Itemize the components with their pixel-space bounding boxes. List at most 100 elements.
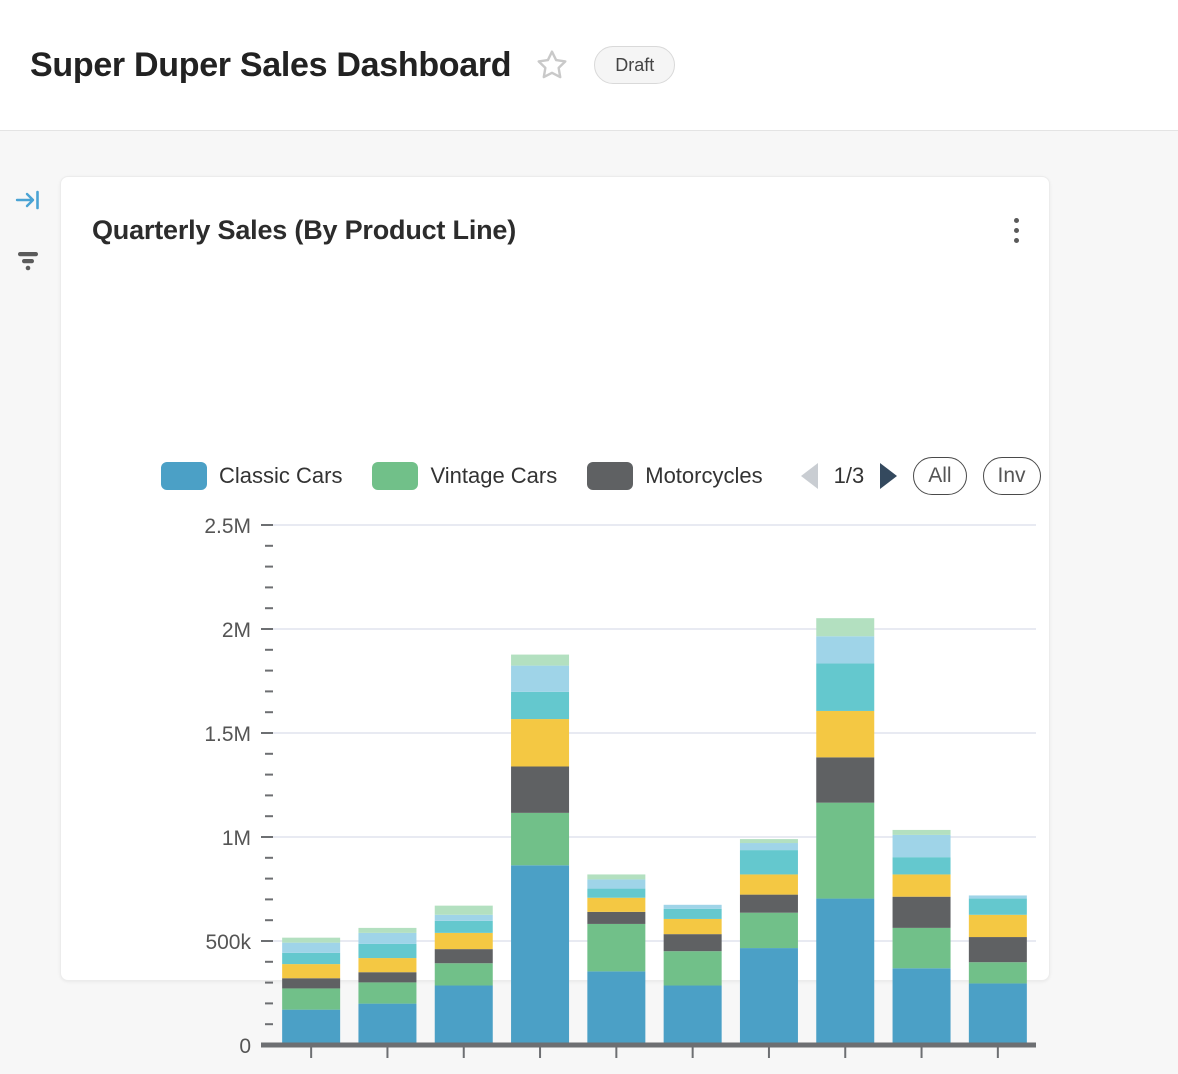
x-axis-label: Oct [829, 1072, 862, 1074]
bar-segment[interactable] [434, 949, 493, 964]
bar-segment[interactable] [434, 985, 493, 1045]
bar-segment[interactable] [816, 802, 875, 899]
left-rail [0, 131, 56, 1074]
legend-item-motorcycles[interactable]: Motorcycles [587, 462, 763, 490]
bar-segment[interactable] [511, 719, 570, 767]
card-title: Quarterly Sales (By Product Line) [92, 214, 517, 245]
bar-segment[interactable] [663, 908, 722, 919]
bar-segment[interactable] [282, 952, 341, 965]
bar-segment[interactable] [816, 757, 875, 803]
bar-segment[interactable] [358, 958, 417, 973]
x-axis-label: Apr [371, 1072, 404, 1074]
bar-segment[interactable] [434, 920, 493, 933]
bar-segment[interactable] [511, 691, 570, 720]
bar-segment[interactable] [282, 988, 341, 1010]
bar-segment[interactable] [739, 912, 798, 949]
bar-segment[interactable] [816, 898, 875, 1045]
bar-segment[interactable] [968, 898, 1027, 915]
bar-segment[interactable] [511, 812, 570, 866]
bar-segment[interactable] [816, 618, 875, 637]
bar-segment[interactable] [358, 1003, 417, 1045]
x-axis-label: Jul [450, 1072, 477, 1074]
bar-segment[interactable] [587, 923, 646, 972]
bar-segment[interactable] [968, 962, 1027, 984]
bar-segment[interactable] [282, 978, 341, 989]
bar-segment[interactable] [816, 636, 875, 664]
card-header: Quarterly Sales (By Product Line) [92, 210, 1029, 250]
bar-segment[interactable] [511, 766, 570, 813]
bar-segment[interactable] [892, 857, 951, 875]
bar-segment[interactable] [892, 834, 951, 858]
bar-segment[interactable] [282, 1009, 341, 1045]
bar-segment[interactable] [663, 918, 722, 935]
bar-segment[interactable] [434, 932, 493, 950]
bar-segment[interactable] [663, 985, 722, 1045]
legend-item-vintage-cars[interactable]: Vintage Cars [372, 462, 557, 490]
bar-segment[interactable] [434, 905, 493, 915]
bar-segment[interactable] [511, 865, 570, 1045]
bar-segment[interactable] [892, 874, 951, 897]
bar-segment[interactable] [892, 968, 951, 1045]
bar-segment[interactable] [663, 934, 722, 952]
bar-segment[interactable] [968, 937, 1027, 963]
y-axis-label: 2M [222, 619, 251, 642]
stacked-bar-chart[interactable]: 0 500k 1M 1.5M 2M 2.5M 2003 Apr Jul Oct 2004 Apr Ju… [61, 507, 1051, 1074]
bar-segment[interactable] [282, 942, 341, 953]
bar-segment[interactable] [968, 914, 1027, 938]
bar-segment[interactable] [739, 839, 798, 844]
filter-funnel-icon[interactable] [12, 245, 44, 275]
y-axis-label: 1M [222, 827, 251, 850]
legend-all-button[interactable]: All [913, 457, 967, 495]
kebab-menu-icon[interactable] [1004, 214, 1029, 247]
arrow-to-line-right-icon[interactable] [12, 185, 44, 215]
bar-segment[interactable] [587, 888, 646, 898]
bar-segment[interactable] [739, 850, 798, 875]
bar-segment[interactable] [587, 911, 646, 924]
bar-segment[interactable] [892, 829, 951, 835]
bar-segment[interactable] [663, 951, 722, 986]
x-axis-label: Oct [524, 1072, 557, 1074]
bar-segment[interactable] [358, 927, 417, 933]
legend-swatch-vintage-cars [372, 462, 419, 490]
legend-swatch-classic-cars [161, 462, 207, 490]
triangle-left-icon[interactable] [800, 463, 818, 489]
bar-segment[interactable] [816, 710, 875, 758]
bar-segment[interactable] [892, 927, 951, 969]
bar-segment[interactable] [511, 665, 570, 692]
bar-segment[interactable] [968, 983, 1027, 1045]
chart-bars[interactable] [282, 618, 1027, 1045]
x-axis-label: Apr [676, 1072, 709, 1074]
bar-segment[interactable] [739, 948, 798, 1045]
bar-segment[interactable] [358, 982, 417, 1004]
bar-segment[interactable] [587, 897, 646, 912]
bar-segment[interactable] [282, 937, 341, 943]
bar-segment[interactable] [816, 663, 875, 711]
y-axis-label: 500k [205, 931, 251, 954]
legend-label-motorcycles: Motorcycles [645, 463, 763, 488]
legend-item-classic-cars[interactable]: Classic Cars [161, 462, 342, 490]
bar-segment[interactable] [358, 932, 417, 944]
bar-segment[interactable] [663, 904, 722, 909]
bar-segment[interactable] [587, 971, 646, 1045]
bar-segment[interactable] [358, 972, 417, 983]
bar-segment[interactable] [434, 963, 493, 986]
bar-segment[interactable] [968, 895, 1027, 899]
bar-segment[interactable] [739, 894, 798, 913]
legend-inv-button[interactable]: Inv [982, 457, 1041, 495]
bar-segment[interactable] [587, 879, 646, 889]
bar-segment[interactable] [511, 654, 570, 666]
bar-segment[interactable] [892, 896, 951, 928]
bar-segment[interactable] [587, 874, 646, 880]
star-outline-icon[interactable] [535, 48, 569, 82]
legend-swatch-motorcycles [587, 462, 634, 490]
y-axis-label: 2.5M [204, 515, 251, 538]
y-axis-label: 1.5M [204, 723, 251, 746]
triangle-right-icon[interactable] [880, 463, 898, 489]
bar-segment[interactable] [739, 843, 798, 851]
x-axis-label: 2005 [898, 1072, 945, 1074]
bar-segment[interactable] [282, 964, 341, 979]
bar-segment[interactable] [358, 943, 417, 959]
bar-segment[interactable] [434, 914, 493, 921]
x-axis-label: Apr [982, 1072, 1015, 1074]
bar-segment[interactable] [739, 874, 798, 895]
